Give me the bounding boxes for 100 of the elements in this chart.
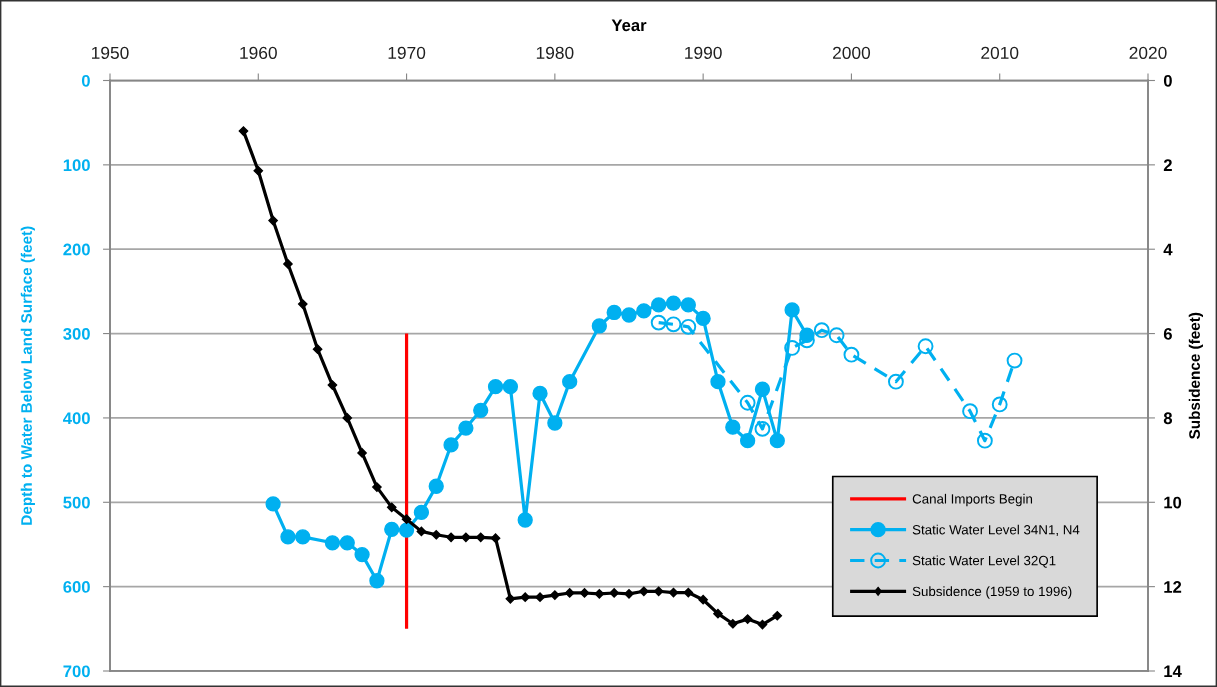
y2-tick-label: 2	[1163, 159, 1172, 171]
point	[665, 316, 682, 333]
point	[754, 381, 771, 397]
legend-label: Static Water Level 34N1, N4	[912, 524, 1080, 537]
point	[517, 512, 533, 528]
point	[443, 437, 459, 453]
point	[828, 327, 845, 344]
point	[727, 618, 738, 629]
point	[757, 619, 768, 630]
point	[458, 420, 474, 436]
point	[386, 502, 397, 513]
x-axis-title: Year	[611, 19, 647, 32]
point	[357, 448, 367, 458]
point	[739, 433, 756, 449]
point	[461, 532, 471, 543]
point	[725, 419, 741, 435]
point	[324, 535, 341, 551]
point	[564, 588, 575, 598]
point	[651, 297, 667, 313]
point	[609, 588, 619, 598]
point	[265, 496, 281, 512]
point	[372, 482, 382, 492]
point	[579, 588, 590, 598]
point	[695, 310, 711, 327]
y-axis-title: Depth to Water Below Land Surface (feet)	[20, 226, 35, 525]
legend-label: Subsidence (1959 to 1996)	[912, 586, 1072, 599]
point	[713, 608, 723, 619]
y-tick-label: 0	[81, 74, 90, 87]
legend-label: Static Water Level 32Q1	[912, 555, 1056, 568]
point	[769, 433, 785, 449]
point	[917, 338, 934, 355]
y-tick-label: 500	[63, 496, 90, 509]
point	[342, 413, 353, 423]
point	[976, 432, 993, 449]
point	[636, 303, 652, 319]
point	[502, 379, 519, 395]
point	[295, 529, 311, 545]
y-tick-label: 100	[63, 159, 90, 172]
point	[683, 587, 694, 598]
point	[624, 588, 634, 599]
y2-tick-label: 8	[1163, 412, 1173, 425]
point	[431, 529, 442, 540]
x-tick-label: 1960	[240, 46, 277, 60]
point	[698, 594, 708, 605]
y2-tick-label: 4	[1163, 243, 1173, 256]
point	[843, 346, 860, 363]
y2-tick-label: 6	[1163, 327, 1172, 340]
y2-tick-label: 14	[1164, 665, 1182, 678]
point	[413, 504, 430, 521]
point	[398, 522, 415, 538]
y-tick-label: 400	[63, 412, 90, 425]
point	[962, 403, 978, 420]
point	[532, 385, 548, 402]
point	[520, 592, 531, 603]
point	[490, 533, 501, 543]
x-tick-label: 1990	[685, 46, 722, 60]
point	[606, 304, 622, 321]
point	[784, 302, 800, 318]
point	[416, 526, 427, 537]
x-tick-label: 1970	[388, 46, 426, 60]
point	[339, 535, 355, 551]
point	[297, 299, 308, 309]
point	[312, 344, 323, 354]
y-tick-label: 600	[63, 581, 90, 593]
y-tick-label: 200	[63, 243, 90, 256]
point	[639, 586, 649, 597]
point	[754, 420, 771, 437]
y2-tick-label: 12	[1164, 581, 1182, 593]
point	[813, 322, 830, 339]
point	[354, 546, 370, 563]
point	[680, 318, 697, 335]
point	[888, 373, 904, 390]
point	[535, 592, 545, 603]
point	[562, 374, 578, 390]
point	[268, 215, 278, 226]
point	[446, 532, 456, 543]
point	[487, 379, 504, 395]
point	[1006, 352, 1023, 369]
point	[742, 614, 753, 624]
point	[710, 374, 726, 390]
point	[650, 314, 667, 331]
point	[680, 297, 696, 313]
y-tick-label: 700	[63, 665, 90, 678]
x-tick-label: 2020	[1129, 46, 1167, 60]
y2-tick-label: 0	[1163, 74, 1172, 87]
point	[428, 478, 444, 494]
point	[784, 340, 801, 356]
point	[591, 318, 607, 334]
point	[550, 590, 560, 600]
point	[327, 380, 338, 390]
y2-axis-title: Subsidence (feet)	[1188, 312, 1203, 439]
y2-tick-label: 10	[1164, 496, 1182, 509]
point	[772, 610, 783, 621]
point	[238, 126, 249, 136]
y-tick-label: 300	[63, 327, 90, 340]
legend-label: Canal Imports Begin	[912, 493, 1033, 507]
point	[369, 573, 385, 589]
point	[621, 307, 637, 323]
point	[283, 259, 293, 269]
point	[384, 521, 400, 537]
